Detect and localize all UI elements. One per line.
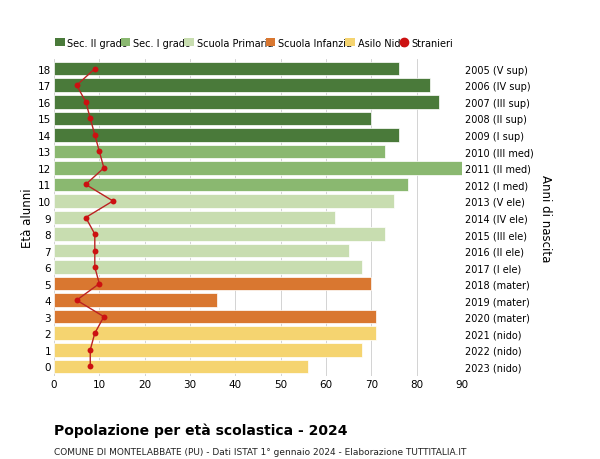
Bar [54,244,349,258]
Point [90,231,100,238]
Point [90,66,100,73]
Bar [54,261,362,274]
Bar [54,178,407,192]
Bar [54,211,335,225]
Bar [54,360,308,373]
Point [85,115,95,123]
Bar [54,228,385,241]
Legend: Sec. II grado, Sec. I grado, Scuola Primaria, Scuola Infanzia, Asilo Nido, Stran: Sec. II grado, Sec. I grado, Scuola Prim… [55,39,453,49]
Y-axis label: Anni di nascita: Anni di nascita [539,174,552,262]
Bar [54,129,398,142]
Y-axis label: Età alunni: Età alunni [21,188,34,248]
Bar [54,96,439,109]
Point [95,148,104,156]
Bar [54,112,371,126]
Bar [54,294,217,307]
Point [99,313,109,321]
Bar [54,327,376,340]
Point [90,330,100,337]
Point [72,83,82,90]
Text: Popolazione per età scolastica - 2024: Popolazione per età scolastica - 2024 [54,422,347,437]
Point [72,297,82,304]
Bar [54,310,376,324]
Point [90,247,100,255]
Point [85,363,95,370]
Bar [54,146,385,159]
Point [81,181,91,189]
Point [90,132,100,139]
Text: COMUNE DI MONTELABBATE (PU) - Dati ISTAT 1° gennaio 2024 - Elaborazione TUTTITAL: COMUNE DI MONTELABBATE (PU) - Dati ISTAT… [54,448,466,457]
Point [85,346,95,353]
Point [99,165,109,172]
Bar [54,195,394,208]
Bar [54,63,398,76]
Point [108,198,118,205]
Point [81,214,91,222]
Bar [54,343,362,357]
Bar [54,277,371,291]
Point [95,280,104,288]
Point [90,264,100,271]
Bar [54,162,462,175]
Bar [54,79,430,93]
Point [81,99,91,106]
